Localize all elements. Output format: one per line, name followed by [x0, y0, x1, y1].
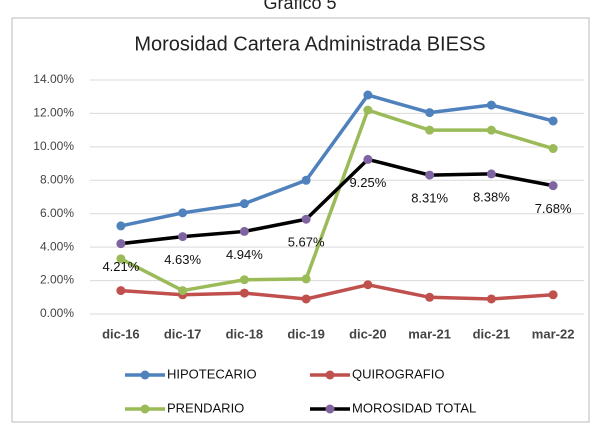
point	[425, 292, 435, 302]
y-tick-label: 14.00%	[33, 72, 74, 86]
point	[116, 221, 126, 231]
data-label: 4.63%	[164, 252, 201, 267]
x-tick-label: dic-17	[164, 326, 202, 341]
series-line	[120, 157, 554, 246]
point	[363, 105, 373, 115]
legend-label: QUIROGRAFIO	[352, 366, 444, 381]
legend-label: PRENDARIO	[167, 400, 244, 415]
x-tick-label: dic-21	[473, 326, 511, 341]
point	[116, 254, 126, 264]
point	[239, 226, 249, 236]
point	[486, 100, 496, 110]
legend-label: HIPOTECARIO	[167, 366, 257, 381]
x-tick-label: dic-16	[102, 326, 140, 341]
y-tick-label: 6.00%	[40, 206, 74, 220]
point	[239, 288, 249, 298]
data-label: 7.68%	[535, 201, 572, 216]
point	[178, 286, 188, 296]
y-tick-label: 10.00%	[33, 139, 74, 153]
point	[301, 294, 311, 304]
x-tick-label: dic-19	[287, 326, 325, 341]
y-tick-label: 0.00%	[40, 306, 74, 320]
point	[548, 290, 558, 300]
point	[486, 125, 496, 135]
data-label: 4.94%	[226, 247, 263, 262]
data-label: 4.21%	[102, 259, 139, 274]
point	[301, 214, 311, 224]
point	[486, 294, 496, 304]
x-tick-label: dic-18	[226, 326, 264, 341]
legend-marker	[140, 370, 150, 380]
data-label: 9.25%	[349, 175, 386, 190]
point	[239, 275, 249, 285]
point	[363, 280, 373, 290]
series-line	[120, 93, 554, 228]
data-label: 8.31%	[411, 191, 448, 206]
data-label: 5.67%	[288, 235, 325, 250]
series-line	[120, 282, 554, 301]
point	[239, 199, 249, 209]
legend-marker	[140, 404, 150, 414]
point	[425, 108, 435, 118]
chart-title: Morosidad Cartera Administrada BIESS	[134, 33, 485, 55]
point	[178, 232, 188, 242]
y-tick-label: 8.00%	[40, 172, 74, 186]
point	[363, 154, 373, 164]
point	[425, 170, 435, 180]
point	[548, 181, 558, 191]
point	[548, 144, 558, 154]
y-tick-label: 12.00%	[33, 106, 74, 120]
x-tick-label: dic-20	[349, 326, 387, 341]
point	[301, 274, 311, 284]
point	[548, 116, 558, 126]
y-tick-label: 4.00%	[40, 239, 74, 253]
point	[301, 175, 311, 185]
x-tick-label: mar-22	[532, 326, 575, 341]
series-line	[120, 107, 554, 293]
data-label: 8.38%	[473, 189, 510, 204]
point	[116, 239, 126, 249]
point	[363, 90, 373, 100]
point	[178, 208, 188, 218]
legend-marker	[325, 404, 335, 414]
point	[486, 169, 496, 179]
y-tick-label: 2.00%	[40, 273, 74, 287]
legend-marker	[325, 370, 335, 380]
point	[116, 286, 126, 296]
x-tick-label: mar-21	[408, 326, 451, 341]
legend-label: MOROSIDAD TOTAL	[352, 400, 476, 415]
chart-heading: Gráfico 5	[263, 0, 336, 13]
point	[425, 125, 435, 135]
